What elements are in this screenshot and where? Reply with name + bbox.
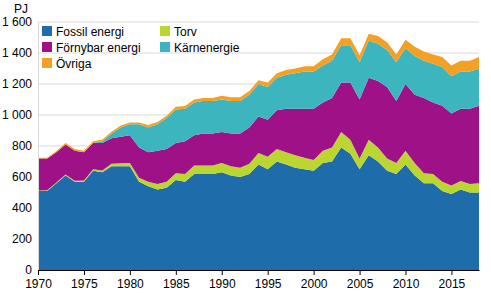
x-tick-label: 2005 — [347, 277, 374, 291]
y-tick: 800 — [12, 139, 38, 153]
legend-swatch — [160, 42, 170, 52]
y-tick-label: 800 — [12, 139, 32, 153]
x-tick-label: 1970 — [25, 277, 52, 291]
x-tick-label: 1995 — [255, 277, 282, 291]
x-tick: 1980 — [117, 270, 144, 291]
legend-swatch — [42, 42, 52, 52]
legend-item: Fossil energi — [42, 25, 124, 39]
x-tick-mark — [130, 270, 131, 275]
y-tick-label: 1 400 — [2, 46, 32, 60]
legend-swatch — [42, 58, 52, 68]
x-tick-mark — [268, 270, 269, 275]
x-tick-mark — [314, 270, 315, 275]
x-tick-mark — [406, 270, 407, 275]
legend-label: Kärnenergie — [174, 41, 240, 55]
y-tick-label: 1 200 — [2, 77, 32, 91]
legend-label: Förnybar energi — [56, 41, 141, 55]
x-tick-mark — [84, 270, 85, 275]
x-tick-label: 1990 — [209, 277, 236, 291]
legend-item: Kärnenergie — [160, 41, 240, 55]
x-tick-mark — [176, 270, 177, 275]
x-tick: 1985 — [163, 270, 190, 291]
legend-label: Fossil energi — [56, 25, 124, 39]
y-tick: 1 200 — [2, 77, 38, 91]
x-tick-label: 2015 — [439, 277, 466, 291]
y-axis-title: PJ — [14, 2, 28, 16]
y-tick: 400 — [12, 201, 38, 215]
x-tick-mark — [38, 270, 39, 275]
x-tick: 1970 — [25, 270, 52, 291]
legend: Fossil energi Torv Förnybar energi Kärnener… — [42, 25, 240, 71]
x-tick: 2005 — [347, 270, 374, 291]
area — [38, 34, 479, 159]
x-tick-mark — [360, 270, 361, 275]
legend-item: Övriga — [42, 57, 92, 71]
area — [38, 41, 479, 159]
y-tick-label: 200 — [12, 232, 32, 246]
y-axis: 0 200 400 600 800 1 000 1 200 1 400 1 600 — [2, 15, 39, 277]
grid — [38, 22, 479, 270]
y-tick: 200 — [12, 232, 38, 246]
legend-swatch — [160, 26, 170, 36]
y-tick: 1 000 — [2, 108, 38, 122]
x-tick-label: 2000 — [301, 277, 328, 291]
x-tick: 2015 — [439, 270, 466, 291]
y-tick-label: 600 — [12, 170, 32, 184]
x-tick-mark — [222, 270, 223, 275]
grid-line — [38, 22, 479, 23]
y-tick-label: 1 000 — [2, 108, 32, 122]
x-tick: 1975 — [71, 270, 98, 291]
y-tick: 0 — [25, 263, 38, 277]
areas — [38, 34, 479, 270]
x-tick: 1990 — [209, 270, 236, 291]
x-tick: 1995 — [255, 270, 282, 291]
chart: 02004006008001 0001 2001 4001 6001970197… — [0, 0, 491, 302]
y-tick-label: 0 — [25, 263, 32, 277]
y-tick-label: 400 — [12, 201, 32, 215]
x-tick-label: 1985 — [163, 277, 190, 291]
legend-item: Torv — [160, 25, 197, 39]
legend-label: Övriga — [56, 57, 92, 71]
legend-item: Förnybar energi — [42, 41, 141, 55]
y-tick: 1 600 — [2, 15, 38, 29]
x-tick-label: 1975 — [71, 277, 98, 291]
legend-label: Torv — [174, 25, 197, 39]
legend-swatch — [42, 26, 52, 36]
plot: 02004006008001 0001 2001 4001 6001970197… — [2, 15, 480, 290]
x-tick: 2000 — [301, 270, 328, 291]
y-tick-label: 1 600 — [2, 15, 32, 29]
x-tick: 2010 — [393, 270, 420, 291]
x-axis-line — [39, 270, 480, 271]
x-axis: 1970 1975 1980 1985 1990 1995 2000 2005 2010 2015 — [25, 270, 479, 291]
x-tick-label: 2010 — [393, 277, 420, 291]
y-tick: 600 — [12, 170, 38, 184]
x-tick-label: 1980 — [117, 277, 144, 291]
y-tick: 1 400 — [2, 46, 38, 60]
x-tick-mark — [451, 270, 452, 275]
y-axis-line — [38, 23, 39, 271]
